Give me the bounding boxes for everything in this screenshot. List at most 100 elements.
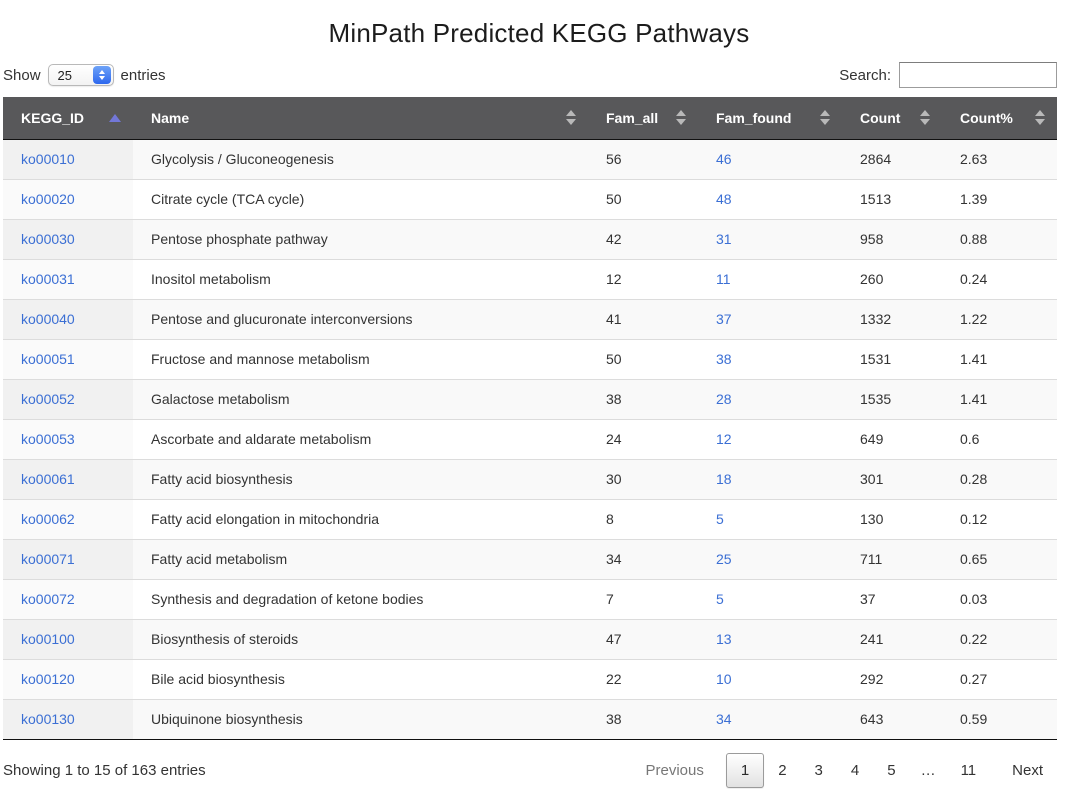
count-cell: 2864	[860, 151, 892, 167]
pathway-name-cell: Inositol metabolism	[133, 258, 588, 299]
count-cell: 130	[842, 498, 942, 539]
fam-found-link[interactable]: 46	[716, 151, 732, 167]
kegg-id-link[interactable]: ko00100	[21, 631, 75, 647]
fam-all-cell: 7	[588, 578, 698, 619]
table-row: ko00031 Inositol metabolism 12 11 260 0.…	[3, 258, 1057, 299]
fam-found-link[interactable]: 18	[716, 471, 732, 487]
count-pct-cell: 2.63	[960, 151, 988, 167]
fam-found-link[interactable]: 37	[716, 311, 732, 327]
table-row: ko00051 Fructose and mannose metabolism …	[3, 338, 1057, 379]
fam-found-link[interactable]: 28	[716, 391, 732, 407]
kegg-id-link[interactable]: ko00030	[21, 231, 75, 247]
page-length-value: 25	[57, 67, 72, 83]
count-cell: 260	[842, 258, 942, 299]
next-page-button[interactable]: Next	[1012, 761, 1043, 779]
page-button-2[interactable]: 2	[778, 761, 787, 779]
search-control: Search:	[839, 62, 1057, 88]
count-cell: 958	[842, 218, 942, 259]
count-pct-cell: 0.6	[942, 418, 1057, 459]
fam-all-cell: 24	[588, 418, 698, 459]
fam-found-link[interactable]: 5	[716, 511, 724, 527]
page-button-1[interactable]: 1	[725, 752, 765, 788]
pathway-name-cell: Glycolysis / Gluconeogenesis	[151, 151, 334, 167]
table-row: ko00053 Ascorbate and aldarate metabolis…	[3, 418, 1057, 459]
fam-found-link[interactable]: 38	[716, 351, 732, 367]
previous-page-button[interactable]: Previous	[645, 761, 704, 779]
table-row: ko00052 Galactose metabolism 38 28 1535 …	[3, 378, 1057, 419]
column-header-count-pct[interactable]: Count%	[942, 97, 1057, 140]
kegg-id-link[interactable]: ko00071	[21, 551, 75, 567]
fam-all-cell: 12	[588, 258, 698, 299]
sort-both-icon	[920, 110, 932, 126]
fam-all-cell: 41	[588, 298, 698, 339]
sort-both-icon	[676, 110, 688, 126]
column-header-kegg-id[interactable]: KEGG_ID	[3, 97, 133, 140]
kegg-id-link[interactable]: ko00072	[21, 591, 75, 607]
count-cell: 241	[842, 618, 942, 659]
fam-found-link[interactable]: 12	[716, 431, 732, 447]
table-row: ko00010 Glycolysis / Gluconeogenesis 56 …	[3, 139, 1057, 179]
count-pct-cell: 1.22	[942, 298, 1057, 339]
fam-all-cell: 50	[588, 178, 698, 219]
count-pct-cell: 0.12	[942, 498, 1057, 539]
table-header-row: KEGG_ID Name Fam_all	[3, 97, 1057, 140]
column-header-fam-all[interactable]: Fam_all	[588, 97, 698, 140]
kegg-id-link[interactable]: ko00010	[21, 151, 75, 167]
kegg-id-link[interactable]: ko00061	[21, 471, 75, 487]
count-cell: 649	[842, 418, 942, 459]
fam-found-link[interactable]: 25	[716, 551, 732, 567]
fam-found-link[interactable]: 34	[716, 711, 732, 727]
kegg-id-link[interactable]: ko00040	[21, 311, 75, 327]
table-row: ko00072 Synthesis and degradation of ket…	[3, 578, 1057, 619]
count-pct-cell: 0.65	[942, 538, 1057, 579]
count-pct-cell: 1.41	[942, 338, 1057, 379]
fam-all-cell: 22	[588, 658, 698, 699]
kegg-id-link[interactable]: ko00052	[21, 391, 75, 407]
fam-all-cell: 50	[588, 338, 698, 379]
fam-found-link[interactable]: 5	[716, 591, 724, 607]
table-row: ko00062 Fatty acid elongation in mitocho…	[3, 498, 1057, 539]
page-button-11[interactable]: 11	[960, 761, 977, 779]
count-cell: 37	[842, 578, 942, 619]
column-header-name[interactable]: Name	[133, 97, 588, 140]
fam-found-link[interactable]: 11	[716, 271, 731, 287]
count-pct-cell: 0.03	[942, 578, 1057, 619]
count-pct-cell: 1.39	[942, 178, 1057, 219]
kegg-id-link[interactable]: ko00031	[21, 271, 75, 287]
kegg-id-link[interactable]: ko00120	[21, 671, 75, 687]
sort-both-icon	[1035, 110, 1047, 126]
pathway-name-cell: Fatty acid biosynthesis	[133, 458, 588, 499]
page-button-3[interactable]: 3	[814, 761, 823, 779]
pathway-name-cell: Fatty acid elongation in mitochondria	[133, 498, 588, 539]
count-cell: 1531	[842, 338, 942, 379]
page-button-5[interactable]: 5	[887, 761, 896, 779]
table-row: ko00061 Fatty acid biosynthesis 30 18 30…	[3, 458, 1057, 499]
page-length-select[interactable]: 25	[47, 64, 114, 86]
search-input[interactable]	[899, 62, 1057, 88]
fam-found-link[interactable]: 10	[716, 671, 732, 687]
fam-all-cell: 34	[588, 538, 698, 579]
page-button-4[interactable]: 4	[850, 761, 860, 779]
pathway-name-cell: Ascorbate and aldarate metabolism	[133, 418, 588, 459]
count-cell: 1513	[842, 178, 942, 219]
search-label: Search:	[839, 66, 891, 84]
fam-found-link[interactable]: 13	[716, 631, 732, 647]
kegg-id-link[interactable]: ko00051	[21, 351, 75, 367]
fam-found-link[interactable]: 48	[716, 191, 732, 207]
kegg-id-link[interactable]: ko00020	[21, 191, 75, 207]
page-length-control: Show 25 entries	[3, 64, 166, 86]
count-cell: 711	[842, 538, 942, 579]
count-pct-cell: 0.24	[942, 258, 1057, 299]
column-header-fam-found[interactable]: Fam_found	[698, 97, 842, 140]
count-cell: 1332	[842, 298, 942, 339]
column-header-count[interactable]: Count	[842, 97, 942, 140]
kegg-id-link[interactable]: ko00062	[21, 511, 75, 527]
kegg-id-link[interactable]: ko00130	[21, 711, 75, 727]
entries-label: entries	[120, 66, 166, 84]
count-pct-cell: 0.59	[942, 698, 1057, 739]
fam-found-link[interactable]: 31	[716, 231, 732, 247]
kegg-id-link[interactable]: ko00053	[21, 431, 75, 447]
table-row: ko00130 Ubiquinone biosynthesis 38 34 64…	[3, 698, 1057, 739]
select-stepper-icon	[92, 66, 111, 84]
